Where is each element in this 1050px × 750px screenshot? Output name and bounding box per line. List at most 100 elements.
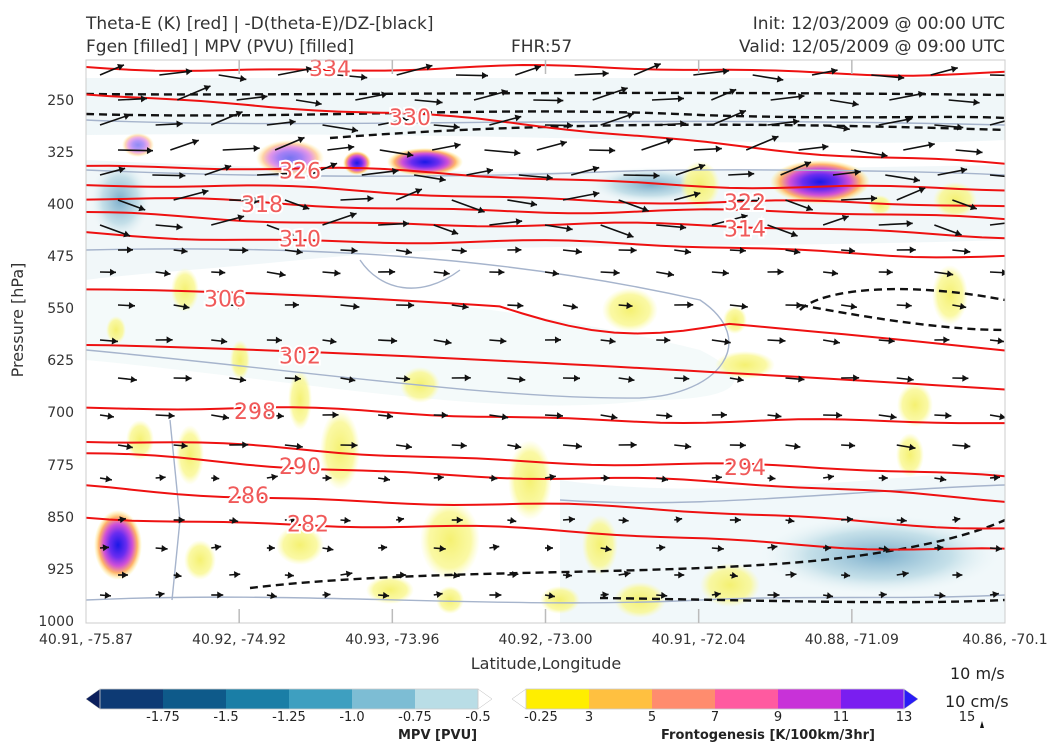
wind-vector xyxy=(618,302,633,310)
theta-e-contour xyxy=(86,93,1005,165)
wind-vector xyxy=(989,544,1003,552)
colorbar-tick-label: -1.25 xyxy=(272,710,306,725)
wind-vector xyxy=(623,172,660,180)
wind-vector xyxy=(379,149,414,158)
wind-vector xyxy=(674,442,692,450)
theta-e-contour xyxy=(86,516,1005,551)
wind-vector xyxy=(229,246,249,254)
theta-e-contour-label: 290 xyxy=(279,455,321,480)
wind-vector xyxy=(155,223,183,231)
wind-vector xyxy=(785,375,805,383)
wind-vector xyxy=(656,591,668,599)
wind-vector xyxy=(641,137,674,151)
wind-vector xyxy=(674,191,701,201)
theta-e-contour-label: 314 xyxy=(724,218,766,243)
wind-vector xyxy=(507,246,522,254)
wind-vector xyxy=(934,412,952,420)
wind-vector xyxy=(211,543,222,551)
y-tick-label: 250 xyxy=(47,92,74,109)
wind-vector xyxy=(544,336,562,344)
wind-vector xyxy=(204,164,232,176)
wind-vector xyxy=(99,591,112,599)
wind-vector xyxy=(656,120,687,128)
wind-vector xyxy=(896,246,916,254)
wind-vector xyxy=(822,592,834,600)
wind-vector xyxy=(340,516,351,524)
wind-vector xyxy=(878,413,897,421)
wind-vector xyxy=(451,247,467,255)
wind-vector xyxy=(934,591,946,599)
wind-vector xyxy=(729,516,741,524)
wind-vector xyxy=(451,571,460,579)
wind-vector xyxy=(99,412,114,420)
theta-e-contour-label: 298 xyxy=(234,400,276,425)
frontogenesis-patch xyxy=(897,383,933,427)
wind-vector xyxy=(618,375,635,383)
wind-vector xyxy=(155,591,165,598)
wind-vector xyxy=(451,516,463,524)
wind-vector xyxy=(633,62,662,76)
wind-vector xyxy=(489,218,523,226)
y-tick-label: 400 xyxy=(47,196,74,213)
colorbar-tick-label: -1.75 xyxy=(146,710,180,725)
wind-vector xyxy=(562,247,582,255)
colorbar-tick-label: -1.5 xyxy=(213,710,239,725)
wind-vector xyxy=(229,197,261,204)
wind-vector xyxy=(651,95,685,103)
y-tick-label: 775 xyxy=(47,457,74,474)
wind-vector xyxy=(600,112,634,126)
wind-vector xyxy=(989,474,1001,482)
wind-vector xyxy=(823,411,843,419)
wind-vector xyxy=(117,516,127,524)
theta-e-contour xyxy=(86,452,1005,503)
wind-vector xyxy=(266,473,278,481)
wind-vector xyxy=(841,302,858,310)
wind-vector xyxy=(618,516,629,524)
wind-vector xyxy=(903,141,935,151)
wind-vector xyxy=(451,303,469,311)
wind-vector xyxy=(433,338,452,346)
wind-vector xyxy=(618,199,649,213)
wind-vector xyxy=(173,303,190,311)
wind-vector xyxy=(173,516,185,524)
wind-vector xyxy=(674,516,683,524)
frontogenesis-patch xyxy=(680,161,720,209)
wind-vector xyxy=(767,118,800,126)
wind-vector xyxy=(229,302,245,310)
y-tick-label: 1000 xyxy=(38,614,74,630)
wind-vector xyxy=(284,301,299,309)
wind-vector xyxy=(211,337,228,345)
wind-vector xyxy=(236,93,268,101)
colorbar-tick-label: 11 xyxy=(832,710,850,725)
wind-vector xyxy=(896,375,914,383)
frontogenesis-patch xyxy=(420,500,480,580)
wind-vector xyxy=(433,544,446,552)
theta-e-contour xyxy=(86,484,1005,530)
wind-vector xyxy=(507,199,538,208)
wind-vector xyxy=(266,224,295,237)
wind-vector xyxy=(322,591,331,599)
wind-vector xyxy=(592,86,628,101)
wind-vector xyxy=(767,224,798,238)
wind-vector xyxy=(989,413,1005,421)
wind-vector xyxy=(785,442,801,450)
theta-e-contour-label: 282 xyxy=(287,513,329,538)
wind-vector xyxy=(600,545,612,553)
wind-vector xyxy=(377,116,409,126)
wind-vector xyxy=(562,442,583,450)
wind-vector xyxy=(544,473,556,481)
wind-vector xyxy=(785,248,801,255)
wind-vector xyxy=(117,147,154,155)
wind-vector xyxy=(544,592,555,600)
wind-vector xyxy=(934,475,947,483)
wind-vector xyxy=(155,336,173,344)
wind-vector xyxy=(377,475,391,483)
frontogenesis-patch xyxy=(106,316,126,344)
wind-vector xyxy=(266,592,277,600)
x-tick-label: 40.92, -74.92 xyxy=(192,632,287,648)
wind-vector xyxy=(729,375,744,383)
frontogenesis-patch xyxy=(276,525,324,565)
wind-vector xyxy=(173,247,188,255)
wind-vector xyxy=(656,223,687,231)
